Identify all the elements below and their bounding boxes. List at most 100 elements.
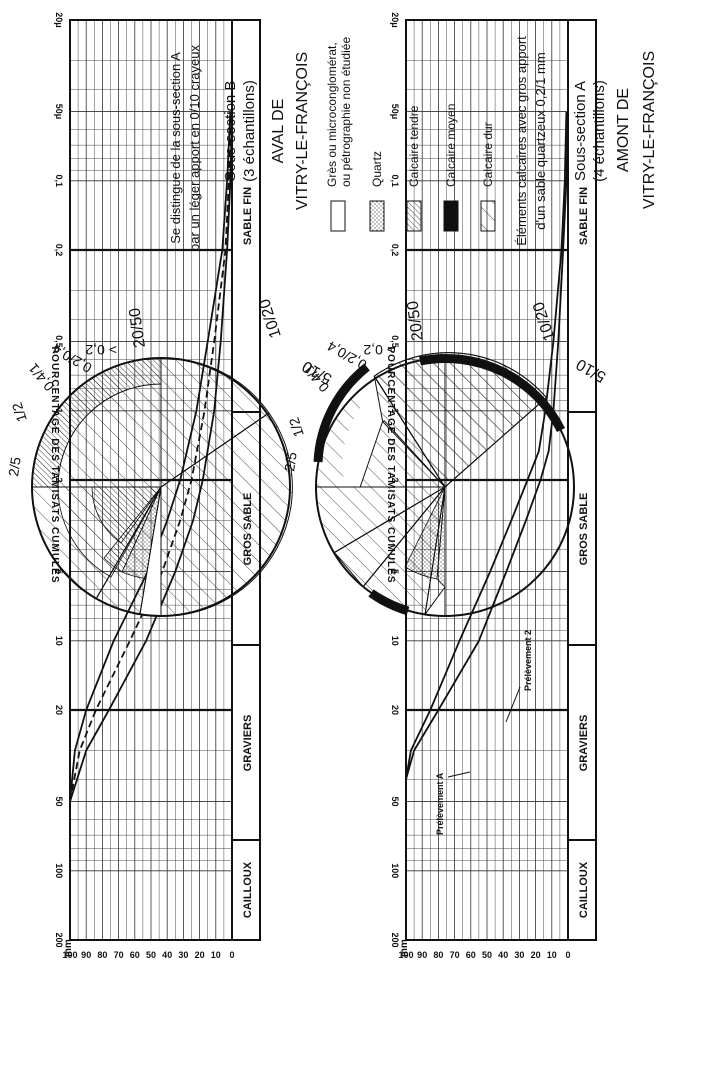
mm-tick-label: 5: [54, 569, 64, 574]
pct-tick-label: 30: [514, 950, 524, 960]
legend-item-calcaire-moyen: Calcaire moyen: [443, 104, 459, 232]
pct-tick-label: 70: [450, 950, 460, 960]
pct-tick-label: 60: [130, 950, 140, 960]
downstream-title-2: VITRY-LE-FRANÇOIS: [294, 52, 311, 210]
subsection-a-count: (4 échantillons): [591, 80, 608, 182]
subsection-a: Sous-section A: [572, 81, 589, 181]
mm-tick-label: 20: [54, 705, 64, 715]
swatch-hatch-icon: [480, 200, 496, 232]
description-b-2: par un léger apport en 0/10 crayeux: [187, 45, 202, 251]
pie-top-label-gt-0-2: > 0,2: [363, 342, 395, 358]
swatch-dotted-icon: [369, 200, 385, 232]
mm-tick-label: 50μ: [390, 104, 400, 120]
pie-bottom-label-2-5: 2/5: [5, 456, 24, 478]
legend-label-quartz: Quartz: [370, 151, 384, 187]
upstream-title-1: AMONT DE: [615, 88, 632, 172]
swatch-dense-hatch-icon: [406, 200, 422, 232]
description-a-1: Éléments calcaires avec gros apport: [514, 36, 529, 246]
upstream-title-2: VITRY-LE-FRANÇOIS: [641, 51, 658, 209]
pct-tick-label: 40: [498, 950, 508, 960]
legend-item-quartz: Quartz: [369, 151, 385, 232]
pct-tick-label: 100: [62, 950, 77, 960]
mm-tick-label: 200: [390, 932, 400, 947]
pct-tick-label: 10: [211, 950, 221, 960]
unit-label-top: mm: [399, 939, 410, 957]
pct-tick-label: 50: [146, 950, 156, 960]
header-graviers-b: GRAVIERS: [242, 715, 254, 772]
series-line-1: [405, 111, 568, 780]
pct-tick-label: 0: [565, 950, 570, 960]
pct-tick-label: 70: [114, 950, 124, 960]
unit-label-bottom: mm: [63, 939, 74, 957]
pie-bottom-label-gt-0-2: > 0,2: [85, 342, 117, 358]
pct-ticks-bottom: 0 10 20 30 40 50 60 70 80 90 100: [62, 950, 234, 960]
header-gros-sable: GROS SABLE: [578, 493, 590, 566]
mm-tick-label: 20: [390, 705, 400, 715]
pie-top-label-20-50: 20/50: [405, 300, 427, 342]
label-prelevement-a: Prélèvement A: [435, 772, 445, 835]
pie-bottom-label-5-10: 5/10: [299, 357, 335, 387]
mm-tick-label: 0,5: [390, 335, 400, 348]
subsection-b: Sous-section B: [222, 81, 239, 182]
pct-tick-label: 20: [195, 950, 205, 960]
mm-tick-label: 0,2: [390, 244, 400, 257]
pct-tick-label: 20: [531, 950, 541, 960]
mm-tick-label: 0,1: [54, 175, 64, 188]
pie-top-label-1-2: 1/2: [286, 415, 307, 439]
description-b-1: Se distingue de la sous-section A: [168, 52, 183, 244]
mm-tick-label: 100: [390, 863, 400, 878]
mm-tick-label: 0,1: [390, 175, 400, 188]
legend-block: AMONT DE VITRY-LE-FRANÇOIS Sous-section …: [168, 36, 658, 251]
class-header-row: CAILLOUX GRAVIERS GROS SABLE SABLE FIN: [567, 19, 597, 941]
curves-top: [405, 111, 569, 780]
mm-tick-label: 10: [54, 636, 64, 646]
pct-tick-label: 30: [178, 950, 188, 960]
description-a-2: d'un sable quartzeux 0,2/1 mm: [533, 52, 548, 229]
pct-tick-label: 90: [81, 950, 91, 960]
legend-label-calcaire-dur: Calcaire dur: [481, 122, 495, 187]
header-sable-fin-b: SABLE FIN: [242, 187, 254, 245]
mm-tick-label: 50: [54, 797, 64, 807]
pie-bottom-label-20-50: 20/50: [127, 307, 149, 349]
swatch-solid-icon: [443, 200, 459, 232]
pie-bottom-label-1-2: 1/2: [9, 400, 30, 424]
pct-tick-label: 80: [433, 950, 443, 960]
series-line-2: [405, 111, 569, 780]
pct-tick-label: 10: [547, 950, 557, 960]
mm-tick-label: 20μ: [54, 12, 64, 28]
pct-tick-label: 80: [97, 950, 107, 960]
legend-label-gres-2: ou pétrographie non étudiée: [339, 37, 353, 187]
legend-label-calcaire-tendre: Calcaire tendre: [407, 105, 421, 187]
mm-tick-label: 20μ: [390, 12, 400, 28]
mm-tick-label: 0,5: [54, 335, 64, 348]
mm-tick-label: 0,2: [54, 244, 64, 257]
annotation-prelevement-2: Prélèvement 2: [505, 630, 533, 723]
swatch-blank-icon: [330, 200, 346, 232]
pct-tick-label: 0: [229, 950, 234, 960]
subsection-b-count: (3 échantillons): [241, 80, 258, 182]
pie-top-label-0-2-0-4: 0,2/0,4: [324, 338, 369, 373]
mm-tick-label: 10: [390, 636, 400, 646]
pie-bottom: 10/20 20/50 > 0,2 0,2/0,4 0,4/1 1/2 2/5 …: [5, 297, 335, 617]
pct-tick-label: 90: [417, 950, 427, 960]
legend-label-calcaire-moyen: Calcaire moyen: [444, 104, 458, 187]
header-graviers: GRAVIERS: [578, 715, 590, 772]
pct-tick-label: 50: [482, 950, 492, 960]
pct-tick-label: 100: [398, 950, 413, 960]
pct-ticks-top: 0 10 20 30 40 50 60 70 80 90 100: [398, 950, 570, 960]
mm-tick-label: 50μ: [54, 104, 64, 120]
header-sable-fin: SABLE FIN: [578, 187, 590, 245]
legend-label-gres-1: Grès ou microconglomérat,: [325, 42, 339, 187]
annotation-prelevement-a: Prélèvement A: [435, 771, 471, 835]
header-cailloux-b: CAILLOUX: [242, 861, 254, 918]
legend-item-calcaire-tendre: Calcaire tendre: [406, 105, 422, 232]
mm-tick-label: 100: [54, 863, 64, 878]
mm-tick-label: 200: [54, 932, 64, 947]
mm-tick-label: 50: [390, 797, 400, 807]
legend-item-calcaire-dur: Calcaire dur: [480, 122, 496, 232]
header-cailloux: CAILLOUX: [578, 861, 590, 918]
legend-item-gres: Grès ou microconglomérat, ou pétrographi…: [325, 37, 353, 232]
